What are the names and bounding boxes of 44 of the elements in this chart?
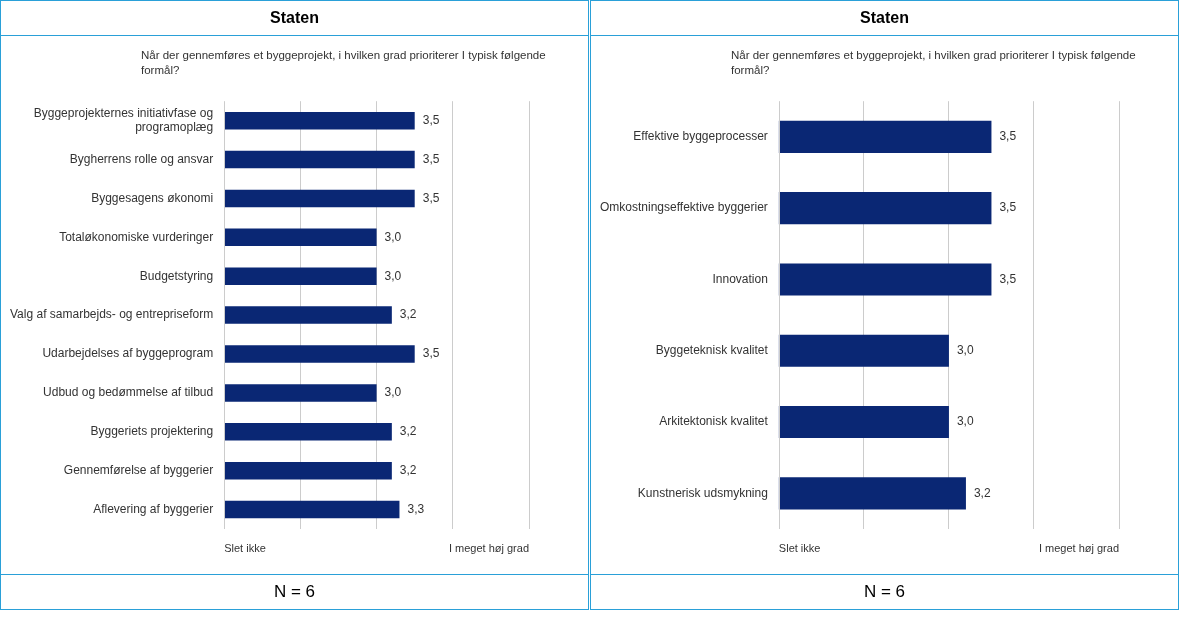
y-tick-label: Byggeprojekternes initiativfase og programoplæg [33, 105, 214, 135]
data-label: 3,2 [973, 485, 991, 500]
data-label: 3,5 [999, 271, 1017, 286]
y-tick-label: Effektive byggeprocesser [633, 129, 768, 144]
text: Slet ikke [778, 542, 821, 555]
y-tick-label: Udbud og bedømmelse af tilbud [43, 385, 214, 400]
data-label: 3,0 [384, 385, 402, 400]
y-tick-label: Byggeteknisk kvalitet [655, 343, 769, 358]
y-tick-label: Arkitektonisk kvalitet [659, 414, 769, 429]
text: I meget høj grad [448, 542, 529, 555]
data-label: 3,0 [384, 229, 402, 244]
y-tick-label: Bygherrens rolle og ansvar [69, 151, 214, 166]
data-label: 3,5 [999, 200, 1017, 215]
data-label: 3,2 [399, 462, 417, 477]
text: N = 6 [591, 574, 1178, 609]
data-label: 3,0 [956, 343, 974, 358]
y-tick-label: Byggeriets projektering [90, 424, 214, 439]
text: N = 6 [1, 574, 588, 609]
y-tick-label: Innovation [712, 271, 768, 286]
chart-subtitle: Staten [591, 1, 1178, 36]
text: Slet ikke [224, 542, 266, 555]
data-label: 3,2 [399, 307, 417, 322]
chart-subtitle: Staten [1, 1, 588, 36]
y-tick-label: Kunstnerisk udsmykning [637, 485, 768, 500]
y-tick-label: Aflevering af byggerier [93, 501, 214, 516]
text: I meget høj grad [1038, 542, 1119, 555]
y-tick-label: Budgetstyring [139, 268, 214, 283]
chart-title: Når der gennemføres et byggeprojekt, i hvilken grad prioriterer I typisk følgende formål? [731, 48, 1137, 78]
y-tick-label: Totaløkonomiske vurderinger [59, 229, 214, 244]
data-label: 3,0 [384, 268, 402, 283]
y-tick-label: Byggesagens økonomi [91, 190, 214, 205]
y-tick-label: Gennemførelse af byggerier [63, 462, 214, 477]
y-tick-label: Udarbejdelses af byggeprogram [42, 346, 214, 361]
data-label: 3,5 [422, 190, 440, 205]
chart-title: Når der gennemføres et byggeprojekt, i hvilken grad prioriterer I typisk følgende formål? [141, 48, 547, 78]
y-tick-label: Omkostningseffektive byggerier [600, 200, 768, 215]
data-label: 3,5 [422, 112, 440, 127]
data-label: 3,5 [999, 129, 1017, 144]
data-label: 3,5 [422, 346, 440, 361]
data-label: 3,3 [407, 501, 425, 516]
data-label: 3,0 [956, 414, 974, 429]
data-label: 3,2 [399, 424, 417, 439]
data-label: 3,5 [422, 151, 440, 166]
y-tick-label: Valg af samarbejds- og entrepriseform [10, 307, 214, 322]
